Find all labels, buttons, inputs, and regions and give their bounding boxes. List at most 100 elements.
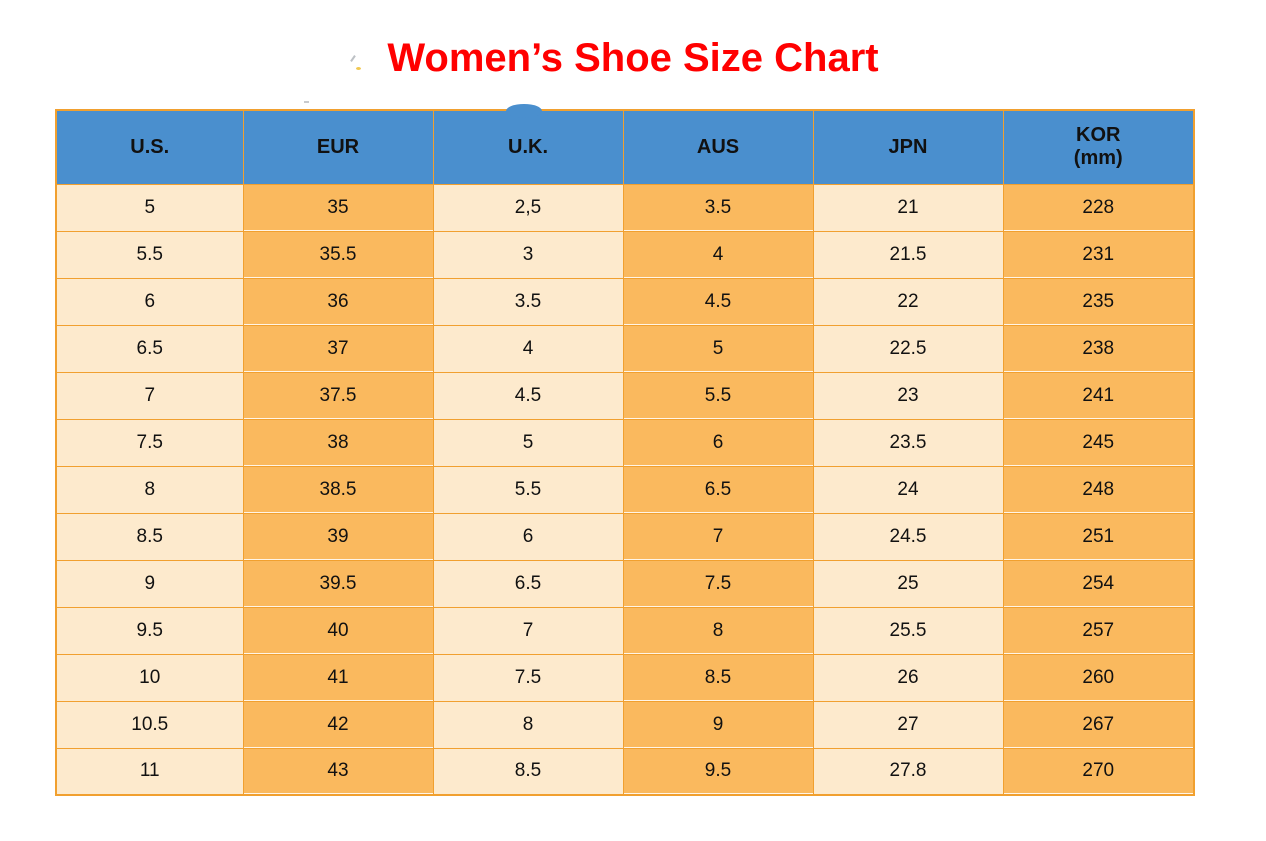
- column-header-jpn: JPN: [812, 109, 1004, 185]
- size-cell: 27.8: [812, 747, 1004, 796]
- size-cell: 6.5: [55, 324, 244, 373]
- size-cell: 37.5: [242, 371, 434, 420]
- size-cell: 7.5: [432, 653, 624, 702]
- size-cell: 257: [1002, 606, 1195, 655]
- column-header-label: U.S.: [130, 135, 170, 158]
- size-cell: 38: [242, 418, 434, 467]
- table-row: 8.5 39 6 7 24.5 251: [55, 512, 1195, 561]
- size-cell: 7.5: [55, 418, 244, 467]
- stray-mark-yellow: [356, 67, 361, 70]
- size-cell: 25: [812, 559, 1004, 608]
- stray-mark-gray-2: [304, 101, 309, 103]
- size-cell: 5: [432, 418, 624, 467]
- table-row: 11 43 8.5 9.5 27.8 270: [55, 747, 1195, 796]
- size-cell: 39: [242, 512, 434, 561]
- size-cell: 260: [1002, 653, 1195, 702]
- size-cell: 21: [812, 183, 1004, 232]
- column-header-sublabel: (mm): [1073, 147, 1123, 170]
- size-cell: 270: [1002, 747, 1195, 796]
- size-cell: 4: [432, 324, 624, 373]
- size-cell: 8: [55, 465, 244, 514]
- header-row: U.S. EUR U.K. AUS JPN KOR (mm): [55, 109, 1195, 185]
- size-cell: 8.5: [55, 512, 244, 561]
- size-cell: 23.5: [812, 418, 1004, 467]
- size-cell: 5.5: [622, 371, 814, 420]
- size-cell: 5.5: [432, 465, 624, 514]
- size-cell: 27: [812, 700, 1004, 749]
- column-header-us: U.S.: [55, 109, 244, 185]
- size-cell: 22: [812, 277, 1004, 326]
- table-row: 9.5 40 7 8 25.5 257: [55, 606, 1195, 655]
- size-cell: 7: [55, 371, 244, 420]
- size-cell: 10: [55, 653, 244, 702]
- size-cell: 245: [1002, 418, 1195, 467]
- size-cell: 3.5: [622, 183, 814, 232]
- size-chart-table-container: U.S. EUR U.K. AUS JPN KOR (mm) 5 35 2,5 3.5…: [55, 109, 1195, 796]
- table-row: 10 41 7.5 8.5 26 260: [55, 653, 1195, 702]
- size-cell: 5: [622, 324, 814, 373]
- table-row: 7.5 38 5 6 23.5 245: [55, 418, 1195, 467]
- size-cell: 24.5: [812, 512, 1004, 561]
- size-cell: 10.5: [55, 700, 244, 749]
- size-cell: 38.5: [242, 465, 434, 514]
- size-cell: 8: [432, 700, 624, 749]
- size-cell: 11: [55, 747, 244, 796]
- size-cell: 8.5: [432, 747, 624, 796]
- column-header-uk: U.K.: [432, 109, 624, 185]
- size-cell: 248: [1002, 465, 1195, 514]
- column-header-eur: EUR: [242, 109, 434, 185]
- table-row: 10.5 42 8 9 27 267: [55, 700, 1195, 749]
- column-header-label: KOR: [1076, 124, 1121, 147]
- size-cell: 8: [622, 606, 814, 655]
- size-cell: 35: [242, 183, 434, 232]
- table-row: 8 38.5 5.5 6.5 24 248: [55, 465, 1195, 514]
- table-row: 5.5 35.5 3 4 21.5 231: [55, 230, 1195, 279]
- column-header-label: JPN: [888, 135, 928, 158]
- size-cell: 6: [622, 418, 814, 467]
- size-cell: 254: [1002, 559, 1195, 608]
- size-cell: 6.5: [622, 465, 814, 514]
- size-cell: 6.5: [432, 559, 624, 608]
- column-header-label: EUR: [316, 135, 360, 158]
- size-cell: 36: [242, 277, 434, 326]
- size-cell: 35.5: [242, 230, 434, 279]
- size-chart-table: U.S. EUR U.K. AUS JPN KOR (mm) 5 35 2,5 3.5…: [55, 109, 1195, 796]
- table-row: 6 36 3.5 4.5 22 235: [55, 277, 1195, 326]
- size-cell: 25.5: [812, 606, 1004, 655]
- size-cell: 37: [242, 324, 434, 373]
- size-cell: 9: [55, 559, 244, 608]
- size-cell: 24: [812, 465, 1004, 514]
- size-cell: 267: [1002, 700, 1195, 749]
- column-header-label: AUS: [696, 135, 740, 158]
- column-header-kor: KOR (mm): [1002, 109, 1195, 185]
- size-cell: 4: [622, 230, 814, 279]
- table-row: 5 35 2,5 3.5 21 228: [55, 183, 1195, 232]
- size-cell: 9: [622, 700, 814, 749]
- column-header-label: U.K.: [508, 135, 548, 158]
- size-cell: 231: [1002, 230, 1195, 279]
- column-header-aus: AUS: [622, 109, 814, 185]
- size-cell: 251: [1002, 512, 1195, 561]
- size-cell: 23: [812, 371, 1004, 420]
- size-cell: 9.5: [55, 606, 244, 655]
- size-cell: 26: [812, 653, 1004, 702]
- size-cell: 2,5: [432, 183, 624, 232]
- size-cell: 3: [432, 230, 624, 279]
- blue-smudge-artifact: [506, 104, 542, 118]
- size-cell: 238: [1002, 324, 1195, 373]
- size-cell: 7: [432, 606, 624, 655]
- size-cell: 39.5: [242, 559, 434, 608]
- size-cell: 228: [1002, 183, 1195, 232]
- size-cell: 241: [1002, 371, 1195, 420]
- size-cell: 5: [55, 183, 244, 232]
- size-cell: 7: [622, 512, 814, 561]
- table-row: 6.5 37 4 5 22.5 238: [55, 324, 1195, 373]
- size-cell: 22.5: [812, 324, 1004, 373]
- size-cell: 6: [432, 512, 624, 561]
- size-cell: 8.5: [622, 653, 814, 702]
- size-cell: 21.5: [812, 230, 1004, 279]
- size-cell: 4.5: [622, 277, 814, 326]
- table-row: 7 37.5 4.5 5.5 23 241: [55, 371, 1195, 420]
- table-row: 9 39.5 6.5 7.5 25 254: [55, 559, 1195, 608]
- size-cell: 42: [242, 700, 434, 749]
